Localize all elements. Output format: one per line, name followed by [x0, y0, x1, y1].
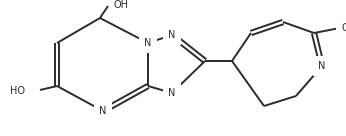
Text: HO: HO [10, 86, 25, 96]
Text: N: N [168, 30, 176, 40]
Text: CH₃: CH₃ [341, 23, 346, 33]
Text: N: N [168, 88, 176, 98]
Text: N: N [144, 38, 152, 48]
Text: N: N [99, 106, 107, 116]
Text: OH: OH [114, 0, 129, 10]
Text: N: N [318, 61, 326, 71]
